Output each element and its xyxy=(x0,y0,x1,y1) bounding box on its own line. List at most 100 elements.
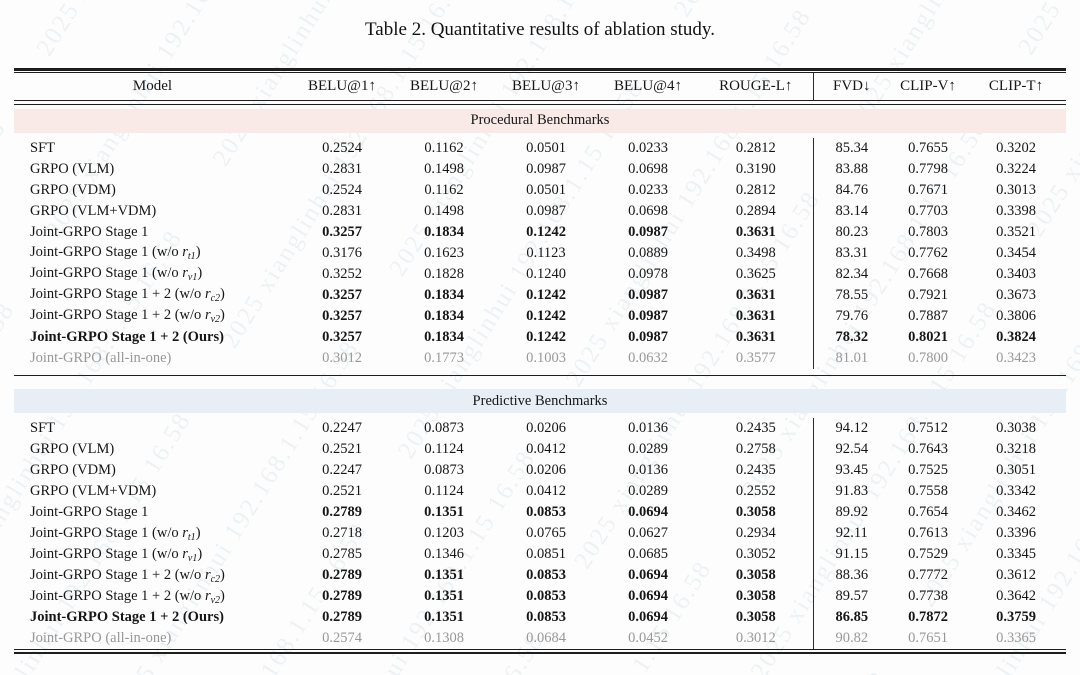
model-cell: Joint-GRPO Stage 1 (w/o rv1) xyxy=(30,265,203,283)
value-cell: 0.2521 xyxy=(322,483,362,499)
value-cell: 0.3759 xyxy=(996,609,1036,625)
table-row: Joint-GRPO Stage 1 (w/o rt1) 0.2718 0.1203… xyxy=(14,523,1066,544)
section-band-predictive: Predictive Benchmarks xyxy=(14,389,1066,413)
value-cell: 0.2574 xyxy=(322,630,362,646)
value-cell: 0.1773 xyxy=(424,349,464,366)
value-cell: 0.3521 xyxy=(996,223,1036,240)
value-cell: 0.7921 xyxy=(908,286,948,303)
value-cell: 0.3631 xyxy=(735,307,776,324)
value-cell: 0.0978 xyxy=(628,265,668,282)
value-cell: 0.2758 xyxy=(735,441,776,457)
model-cell: Joint-GRPO Stage 1 + 2 (Ours) xyxy=(30,328,224,345)
value-cell: 0.1498 xyxy=(424,160,464,177)
value-cell: 89.57 xyxy=(812,586,890,607)
value-cell: 0.7772 xyxy=(908,567,948,583)
model-cell: Joint-GRPO Stage 1 + 2 (w/o rc2) xyxy=(30,286,225,304)
value-cell: 0.7512 xyxy=(908,420,948,436)
value-cell: 0.0987 xyxy=(628,286,668,303)
col-header-belu2: BELU@2↑ xyxy=(410,78,478,94)
value-cell: 0.3202 xyxy=(996,139,1036,156)
value-cell: 78.32 xyxy=(812,326,890,348)
value-cell: 0.1242 xyxy=(526,307,566,324)
value-cell: 0.2247 xyxy=(322,420,362,436)
value-cell: 81.01 xyxy=(812,347,890,369)
value-cell: 0.1834 xyxy=(424,307,464,324)
results-table: Model BELU@1↑ BELU@2↑ BELU@3↑ BELU@4↑ RO… xyxy=(14,68,1066,654)
value-cell: 0.0698 xyxy=(628,160,668,177)
model-cell: Joint-GRPO Stage 1 + 2 (Ours) xyxy=(30,609,224,625)
value-cell: 0.3038 xyxy=(996,420,1036,436)
value-cell: 0.3642 xyxy=(996,588,1036,604)
header-row: Model BELU@1↑ BELU@2↑ BELU@3↑ BELU@4↑ RO… xyxy=(14,73,1066,100)
value-cell: 0.1351 xyxy=(424,588,464,604)
value-cell: 0.3012 xyxy=(735,630,776,646)
value-cell: 0.2435 xyxy=(735,462,776,478)
value-cell: 0.3012 xyxy=(322,349,362,366)
table-row: Joint-GRPO Stage 1 + 2 (Ours) 0.3257 0.183… xyxy=(14,326,1066,348)
value-cell: 0.3058 xyxy=(735,588,776,604)
value-cell: 0.3257 xyxy=(322,223,362,240)
model-cell: GRPO (VLM) xyxy=(30,160,115,177)
value-cell: 0.7762 xyxy=(908,244,948,261)
value-cell: 0.0412 xyxy=(526,483,566,499)
col-header-clipt: CLIP-T↑ xyxy=(988,78,1044,94)
value-cell: 0.2789 xyxy=(322,588,362,604)
table-row: SFT 0.2247 0.0873 0.0206 0.0136 0.2435 94.12 0.… xyxy=(14,418,1066,439)
value-cell: 0.0289 xyxy=(628,441,668,457)
model-cell: Joint-GRPO Stage 1 xyxy=(30,504,149,520)
value-cell: 79.76 xyxy=(812,305,890,327)
value-cell: 0.0233 xyxy=(628,139,668,156)
model-cell: SFT xyxy=(30,139,55,156)
value-cell: 0.7655 xyxy=(908,139,948,156)
value-cell: 0.0987 xyxy=(526,202,566,219)
value-cell: 0.0873 xyxy=(424,420,464,436)
value-cell: 0.0987 xyxy=(628,328,668,345)
value-cell: 0.1834 xyxy=(424,223,464,240)
value-cell: 0.0685 xyxy=(628,546,668,562)
value-cell: 0.0501 xyxy=(526,139,566,156)
col-header-belu1: BELU@1↑ xyxy=(308,78,376,94)
value-cell: 0.2934 xyxy=(735,525,776,541)
value-cell: 92.11 xyxy=(812,523,890,544)
value-cell: 0.2812 xyxy=(735,139,776,156)
value-cell: 0.1351 xyxy=(424,609,464,625)
table-row: Joint-GRPO Stage 1 (w/o rt1) 0.3176 0.1623… xyxy=(14,242,1066,264)
value-cell: 91.15 xyxy=(812,544,890,565)
value-cell: 0.2785 xyxy=(322,546,362,562)
value-cell: 90.82 xyxy=(812,628,890,649)
value-cell: 0.0694 xyxy=(628,588,668,604)
value-cell: 85.34 xyxy=(812,137,890,159)
col-header-belu4: BELU@4↑ xyxy=(614,78,682,94)
value-cell: 0.7671 xyxy=(908,181,948,198)
table-row: Joint-GRPO Stage 1 0.3257 0.1834 0.1242 0.09… xyxy=(14,221,1066,243)
value-cell: 0.0853 xyxy=(526,588,566,604)
value-cell: 0.7798 xyxy=(908,160,948,177)
value-cell: 0.1162 xyxy=(424,139,464,156)
value-cell: 0.2831 xyxy=(322,160,362,177)
value-cell: 0.2789 xyxy=(322,504,362,520)
value-cell: 0.1498 xyxy=(424,202,464,219)
value-cell: 0.3423 xyxy=(996,349,1036,366)
value-cell: 0.7800 xyxy=(908,349,948,366)
value-cell: 0.1003 xyxy=(526,349,566,366)
value-cell: 0.0853 xyxy=(526,609,566,625)
bottom-rule xyxy=(14,649,1066,654)
value-cell: 0.3806 xyxy=(996,307,1036,324)
value-cell: 0.0206 xyxy=(526,462,566,478)
value-cell: 0.3631 xyxy=(735,328,776,345)
value-cell: 0.1123 xyxy=(526,244,566,261)
value-cell: 0.3218 xyxy=(996,441,1036,457)
value-cell: 0.2552 xyxy=(735,483,776,499)
value-cell: 0.2247 xyxy=(322,462,362,478)
value-cell: 0.0136 xyxy=(628,462,668,478)
value-cell: 0.3257 xyxy=(322,328,362,345)
table-row: Joint-GRPO Stage 1 + 2 (w/o rv2) 0.2789 0.… xyxy=(14,586,1066,607)
value-cell: 0.0853 xyxy=(526,504,566,520)
value-cell: 0.0684 xyxy=(526,630,566,646)
value-cell: 0.1124 xyxy=(424,441,464,457)
value-cell: 0.1242 xyxy=(526,286,566,303)
value-cell: 94.12 xyxy=(812,418,890,439)
value-cell: 0.0765 xyxy=(526,525,566,541)
section-title: Procedural Benchmarks xyxy=(14,108,1066,133)
value-cell: 0.0206 xyxy=(526,420,566,436)
